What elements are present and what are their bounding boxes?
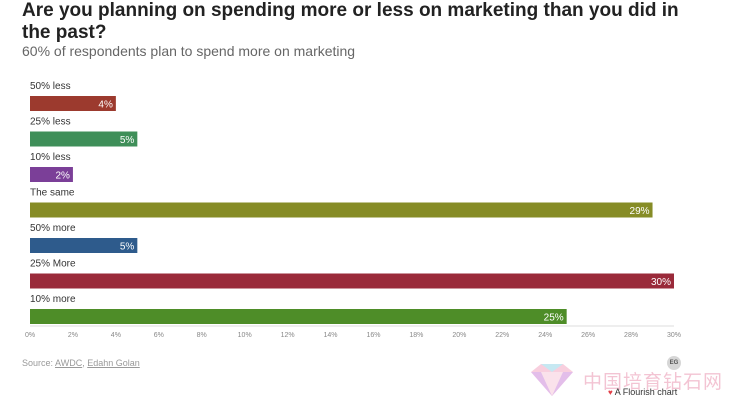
value-label-10pct-more: 25% <box>544 313 564 324</box>
x-tick-label: 4% <box>111 332 121 339</box>
eg-badge: EG <box>667 356 681 370</box>
chart-title: Are you planning on spending more or les… <box>22 0 679 43</box>
x-tick-label: 6% <box>154 332 164 339</box>
category-label-the-same: The same <box>30 188 75 199</box>
heart-icon: ♥ <box>608 388 613 397</box>
x-tick-label: 30% <box>667 332 681 339</box>
value-label-25pct-more: 30% <box>651 277 671 288</box>
bar-chart: 50% less 4% 25% less 5% 10% less 2% The same 29… <box>25 81 681 339</box>
flourish-credit[interactable]: ♥ A Flourish chart <box>608 387 677 397</box>
bar-25pct-less <box>30 131 138 147</box>
chart-subtitle: 60% of respondents plan to spend more on… <box>22 43 356 59</box>
category-label-10pct-less: 10% less <box>30 152 71 163</box>
x-tick-label: 20% <box>452 332 466 339</box>
source-separator: , <box>82 358 88 368</box>
watermark: 中国培育钻石网 <box>527 362 727 398</box>
x-tick-label: 10% <box>238 332 252 339</box>
x-tick-label: 28% <box>624 332 638 339</box>
x-tick-label: 24% <box>538 332 552 339</box>
source-link-edahn-golan[interactable]: Edahn Golan <box>87 358 140 368</box>
value-label-25pct-less: 5% <box>120 135 135 146</box>
x-tick-label: 22% <box>495 332 509 339</box>
value-label-10pct-less: 2% <box>55 171 70 182</box>
x-tick-label: 12% <box>281 332 295 339</box>
value-label-50pct-more: 5% <box>120 242 135 253</box>
x-tick-label: 8% <box>197 332 207 339</box>
value-label-50pct-less: 4% <box>98 100 113 111</box>
source-prefix: Source: <box>22 358 56 368</box>
bar-10pct-less <box>30 167 73 182</box>
bar-10pct-more <box>30 309 567 324</box>
source-link-awdc[interactable]: AWDC <box>55 358 83 368</box>
category-label-10pct-more: 10% more <box>30 294 76 305</box>
x-tick-label: 18% <box>409 332 423 339</box>
bar-50pct-less <box>30 96 116 111</box>
x-tick-label: 16% <box>366 332 380 339</box>
x-tick-label: 26% <box>581 332 595 339</box>
flourish-label: A Flourish chart <box>614 387 678 397</box>
value-label-the-same: 29% <box>630 206 650 217</box>
x-tick-label: 14% <box>324 332 338 339</box>
source-note: Source: AWDC, Edahn Golan <box>22 358 140 368</box>
category-label-25pct-less: 25% less <box>30 117 71 128</box>
category-label-25pct-more: 25% More <box>30 259 76 270</box>
x-tick-label: 0% <box>25 332 35 339</box>
x-tick-label: 2% <box>68 332 78 339</box>
category-label-50pct-more: 50% more <box>30 223 76 234</box>
category-label-50pct-less: 50% less <box>30 81 71 92</box>
diamond-logo-icon <box>531 364 573 396</box>
watermark-text: 中国培育钻石网 <box>583 372 724 393</box>
bar-the-same <box>30 202 653 218</box>
bar-50pct-more <box>30 238 138 253</box>
bar-25pct-more <box>30 273 674 289</box>
